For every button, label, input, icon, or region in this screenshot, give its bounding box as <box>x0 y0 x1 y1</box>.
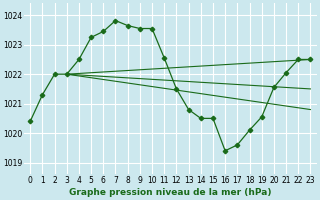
X-axis label: Graphe pression niveau de la mer (hPa): Graphe pression niveau de la mer (hPa) <box>69 188 272 197</box>
